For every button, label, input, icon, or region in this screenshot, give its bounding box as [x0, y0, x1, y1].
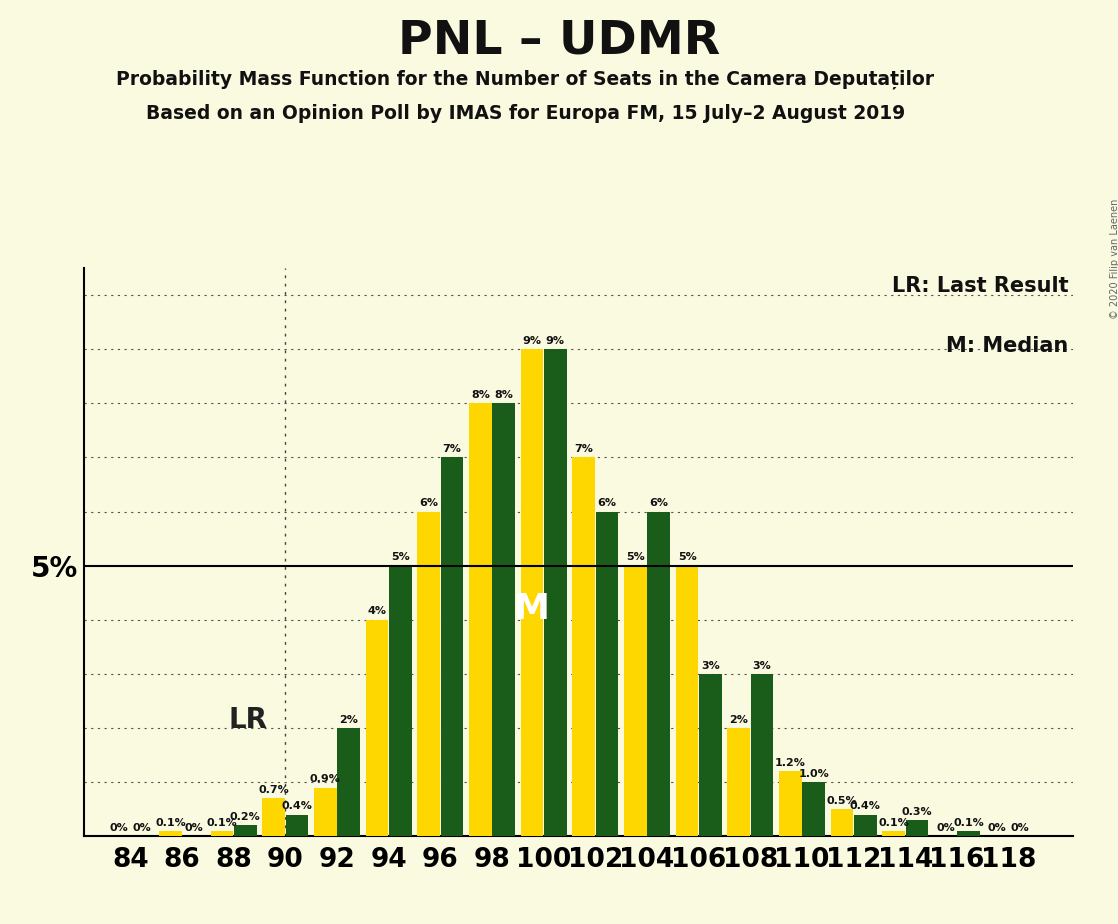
Text: LR: Last Result: LR: Last Result	[892, 276, 1069, 297]
Text: 0%: 0%	[936, 823, 955, 833]
Bar	[803, 782, 825, 836]
Text: 5%: 5%	[391, 553, 409, 563]
Text: 0%: 0%	[133, 823, 151, 833]
Text: 6%: 6%	[650, 498, 669, 508]
Text: 0.7%: 0.7%	[258, 785, 290, 795]
Text: M: M	[514, 592, 550, 626]
Text: 0.1%: 0.1%	[954, 818, 984, 828]
Bar	[624, 565, 647, 836]
Text: 0.5%: 0.5%	[826, 796, 858, 806]
Text: 6%: 6%	[597, 498, 616, 508]
Bar	[728, 728, 750, 836]
Text: 0.2%: 0.2%	[230, 812, 260, 822]
Text: 7%: 7%	[575, 444, 594, 454]
Bar	[647, 512, 670, 836]
Bar	[544, 349, 567, 836]
Bar	[854, 815, 877, 836]
Text: 0.1%: 0.1%	[155, 818, 186, 828]
Bar	[596, 512, 618, 836]
Bar	[882, 831, 906, 836]
Bar	[492, 403, 515, 836]
Text: 6%: 6%	[419, 498, 438, 508]
Text: PNL – UDMR: PNL – UDMR	[398, 18, 720, 64]
Text: Probability Mass Function for the Number of Seats in the Camera Deputaților: Probability Mass Function for the Number…	[116, 69, 935, 89]
Text: 3%: 3%	[701, 661, 720, 671]
Text: 4%: 4%	[368, 606, 387, 616]
Bar	[675, 565, 699, 836]
Bar	[572, 457, 595, 836]
Bar	[831, 809, 853, 836]
Text: M: Median: M: Median	[946, 336, 1069, 356]
Text: 0%: 0%	[110, 823, 129, 833]
Text: 0%: 0%	[1011, 823, 1030, 833]
Bar	[338, 728, 360, 836]
Text: 0.4%: 0.4%	[282, 801, 312, 811]
Bar	[389, 565, 411, 836]
Bar	[159, 831, 182, 836]
Bar	[957, 831, 980, 836]
Text: 9%: 9%	[546, 336, 565, 346]
Text: 0%: 0%	[184, 823, 203, 833]
Text: 9%: 9%	[522, 336, 541, 346]
Bar	[779, 772, 802, 836]
Bar	[417, 512, 440, 836]
Bar	[263, 798, 285, 836]
Bar	[440, 457, 463, 836]
Text: 5%: 5%	[626, 553, 645, 563]
Text: 5%: 5%	[678, 553, 697, 563]
Bar	[521, 349, 543, 836]
Bar	[699, 674, 722, 836]
Text: 0.3%: 0.3%	[902, 807, 932, 817]
Text: LR: LR	[228, 706, 267, 734]
Text: © 2020 Filip van Laenen: © 2020 Filip van Laenen	[1110, 199, 1118, 319]
Text: 1.0%: 1.0%	[798, 769, 830, 779]
Text: 0.1%: 0.1%	[879, 818, 909, 828]
Text: 2%: 2%	[729, 715, 748, 724]
Text: 2%: 2%	[339, 715, 358, 724]
Bar	[750, 674, 774, 836]
Bar	[210, 831, 234, 836]
Bar	[906, 820, 928, 836]
Text: 0.4%: 0.4%	[850, 801, 881, 811]
Text: 1.2%: 1.2%	[775, 758, 806, 768]
Text: 8%: 8%	[471, 390, 490, 400]
Text: 7%: 7%	[443, 444, 462, 454]
Bar	[470, 403, 492, 836]
Text: 0%: 0%	[987, 823, 1006, 833]
Text: 3%: 3%	[752, 661, 771, 671]
Text: 0.9%: 0.9%	[310, 774, 341, 784]
Text: 0.1%: 0.1%	[207, 818, 237, 828]
Bar	[314, 787, 337, 836]
Text: Based on an Opinion Poll by IMAS for Europa FM, 15 July–2 August 2019: Based on an Opinion Poll by IMAS for Eur…	[145, 104, 906, 124]
Bar	[366, 620, 388, 836]
Text: 8%: 8%	[494, 390, 513, 400]
Bar	[285, 815, 309, 836]
Bar	[234, 825, 257, 836]
